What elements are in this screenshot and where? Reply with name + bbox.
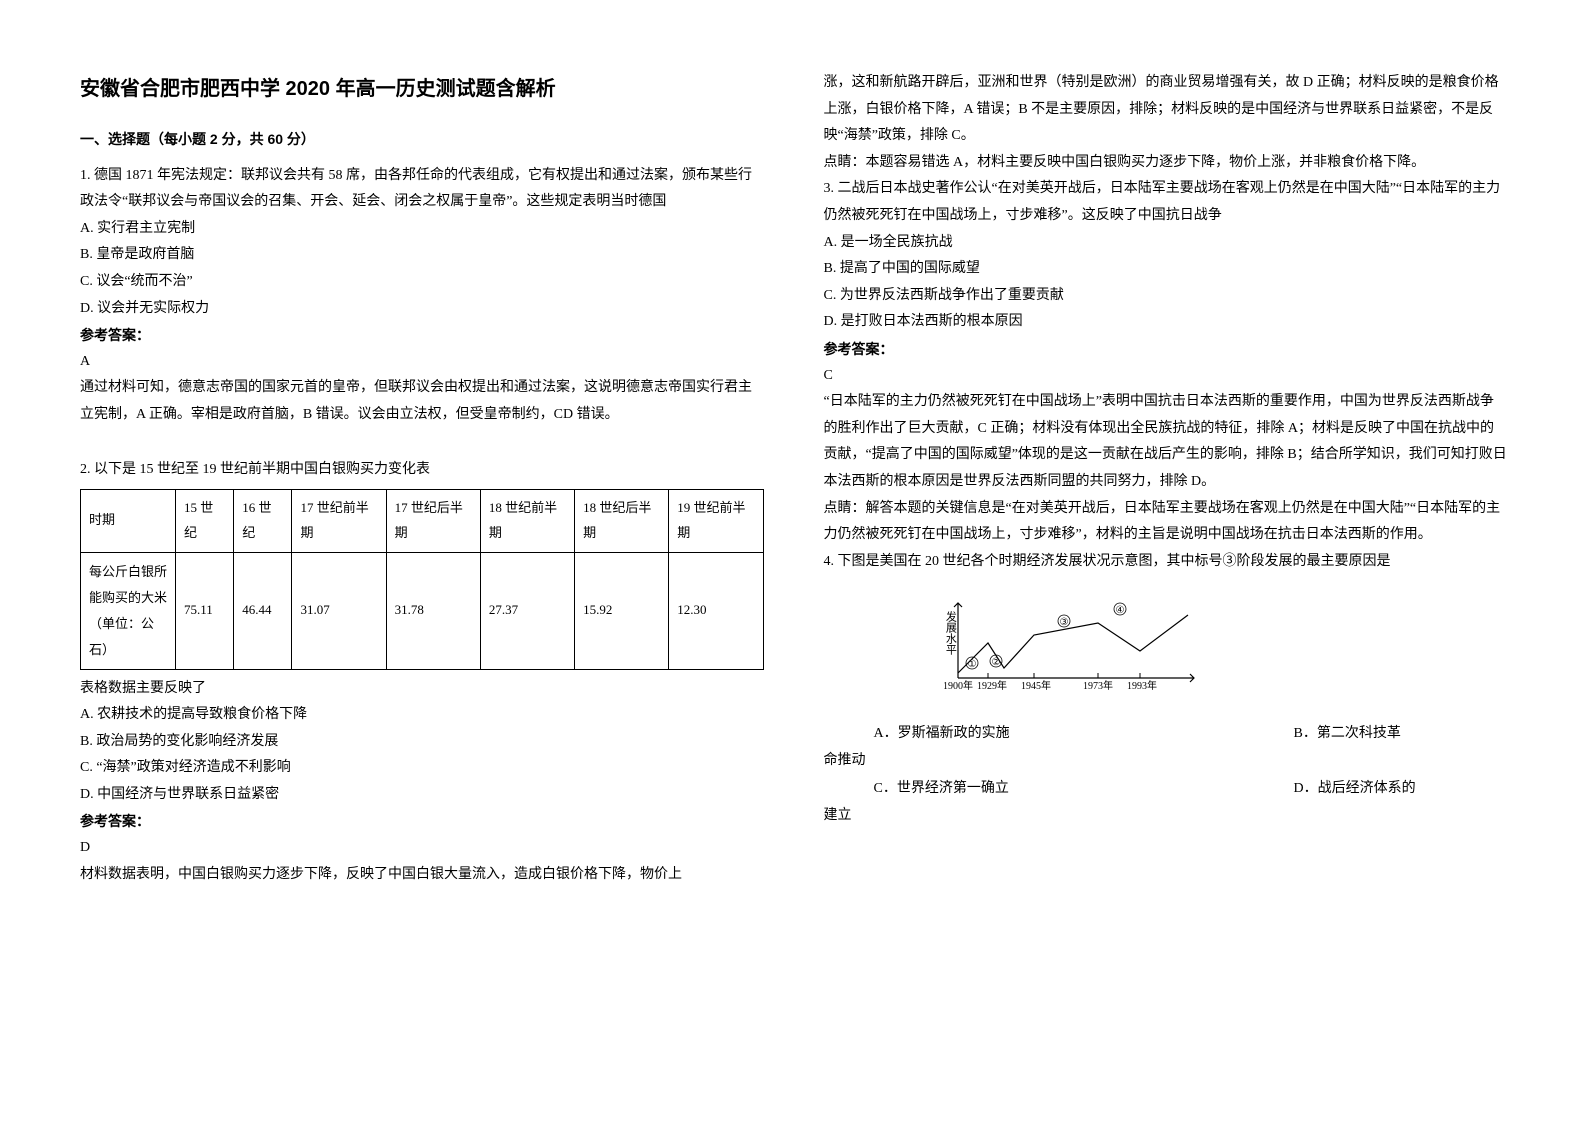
- q2-post: 表格数据主要反映了: [80, 676, 764, 703]
- table-cell: 16 世纪: [234, 490, 292, 552]
- chart-y-label: 发展水平: [940, 611, 961, 655]
- svg-text:1973年: 1973年: [1083, 679, 1113, 692]
- right-column: 涨，这和新航路开辟后，亚洲和世界（特别是欧洲）的商业贸易增强有关，故 D 正确；…: [794, 70, 1538, 1092]
- q4-chart: 发展水平 ① ② ③ ④ 1900年 1929年: [944, 593, 1508, 693]
- table-cell: 18 世纪前半期: [480, 490, 574, 552]
- q3-option-a: A. 是一场全民族抗战: [824, 230, 1508, 257]
- svg-text:1900年: 1900年: [944, 679, 973, 692]
- q1-explanation: 通过材料可知，德意志帝国的国家元首的皇帝，但联邦议会由权提出和通过法案，这说明德…: [80, 375, 764, 428]
- table-cell: 15.92: [575, 552, 669, 669]
- q2-answer: D: [80, 835, 764, 862]
- section-header: 一、选择题（每小题 2 分，共 60 分）: [80, 126, 764, 153]
- q2-explanation-part2: 涨，这和新航路开辟后，亚洲和世界（特别是欧洲）的商业贸易增强有关，故 D 正确；…: [824, 70, 1508, 150]
- svg-text:1993年: 1993年: [1127, 679, 1157, 692]
- svg-text:1945年: 1945年: [1021, 679, 1051, 692]
- q1-answer-label: 参考答案：: [80, 322, 764, 349]
- q4-option-c: C．世界经济第一确立: [874, 776, 1294, 803]
- q3-explanation: “日本陆军的主力仍然被死死钉在中国战场上”表明中国抗击日本法西斯的重要作用，中国…: [824, 389, 1508, 495]
- table-cell: 75.11: [176, 552, 234, 669]
- q1-option-d: D. 议会并无实际权力: [80, 296, 764, 323]
- q4-option-d: D．战后经济体系的: [1294, 776, 1416, 803]
- table-cell: 31.07: [292, 552, 386, 669]
- chart-svg: ① ② ③ ④ 1900年 1929年 1945年 1973年 1993年: [944, 593, 1204, 693]
- q2-option-d: D. 中国经济与世界联系日益紧密: [80, 782, 764, 809]
- left-column: 安徽省合肥市肥西中学 2020 年高一历史测试题含解析 一、选择题（每小题 2 …: [50, 70, 794, 1092]
- q1-option-a: A. 实行君主立宪制: [80, 216, 764, 243]
- q1-option-b: B. 皇帝是政府首脑: [80, 242, 764, 269]
- q2-table: 时期 15 世纪 16 世纪 17 世纪前半期 17 世纪后半期 18 世纪前半…: [80, 489, 764, 669]
- table-row-header: 时期 15 世纪 16 世纪 17 世纪前半期 17 世纪后半期 18 世纪前半…: [81, 490, 764, 552]
- q4-row-ab: A．罗斯福新政的实施 B．第二次科技革: [824, 721, 1508, 748]
- q3-answer-label: 参考答案：: [824, 336, 1508, 363]
- table-cell: 18 世纪后半期: [575, 490, 669, 552]
- q2-stem: 2. 以下是 15 世纪至 19 世纪前半期中国白银购买力变化表: [80, 457, 764, 484]
- table-cell: 17 世纪前半期: [292, 490, 386, 552]
- table-cell: 15 世纪: [176, 490, 234, 552]
- table-row-values: 每公斤白银所能购买的大米（单位：公石） 75.11 46.44 31.07 31…: [81, 552, 764, 669]
- q3-option-c: C. 为世界反法西斯战争作出了重要贡献: [824, 283, 1508, 310]
- q3-stem: 3. 二战后日本战史著作公认“在对美英开战后，日本陆军主要战场在客观上仍然是在中…: [824, 176, 1508, 229]
- q2-hint: 点睛：本题容易错选 A，材料主要反映中国白银购买力逐步下降，物价上涨，并非粮食价…: [824, 150, 1508, 177]
- q3-answer: C: [824, 363, 1508, 390]
- q2-option-a: A. 农耕技术的提高导致粮食价格下降: [80, 702, 764, 729]
- q3-hint: 点睛：解答本题的关键信息是“在对美英开战后，日本陆军主要战场在客观上仍然是在中国…: [824, 496, 1508, 549]
- q1-answer: A: [80, 349, 764, 376]
- table-cell: 31.78: [386, 552, 480, 669]
- table-cell: 12.30: [669, 552, 763, 669]
- q4-option-d-cont: 建立: [824, 803, 1508, 830]
- q4-stem: 4. 下图是美国在 20 世纪各个时期经济发展状况示意图，其中标号③阶段发展的最…: [824, 549, 1508, 576]
- q3-option-d: D. 是打败日本法西斯的根本原因: [824, 309, 1508, 336]
- table-cell: 时期: [81, 490, 176, 552]
- q2-answer-label: 参考答案：: [80, 808, 764, 835]
- q4-option-a: A．罗斯福新政的实施: [874, 721, 1294, 748]
- svg-text:1929年: 1929年: [977, 679, 1007, 692]
- table-cell: 19 世纪前半期: [669, 490, 763, 552]
- q1-stem: 1. 德国 1871 年宪法规定：联邦议会共有 58 席，由各邦任命的代表组成，…: [80, 163, 764, 216]
- q1-option-c: C. 议会“统而不治”: [80, 269, 764, 296]
- table-cell: 46.44: [234, 552, 292, 669]
- page-title: 安徽省合肥市肥西中学 2020 年高一历史测试题含解析: [80, 70, 764, 108]
- q2-option-c: C. “海禁”政策对经济造成不利影响: [80, 755, 764, 782]
- q4-row-cd: C．世界经济第一确立 D．战后经济体系的: [824, 776, 1508, 803]
- q4-option-b: B．第二次科技革: [1294, 721, 1401, 748]
- q2-option-b: B. 政治局势的变化影响经济发展: [80, 729, 764, 756]
- q4-option-b-cont: 命推动: [824, 748, 1508, 775]
- table-cell: 27.37: [480, 552, 574, 669]
- table-cell: 17 世纪后半期: [386, 490, 480, 552]
- table-cell: 每公斤白银所能购买的大米（单位：公石）: [81, 552, 176, 669]
- q2-explanation-part1: 材料数据表明，中国白银购买力逐步下降，反映了中国白银大量流入，造成白银价格下降，…: [80, 862, 764, 889]
- q3-option-b: B. 提高了中国的国际威望: [824, 256, 1508, 283]
